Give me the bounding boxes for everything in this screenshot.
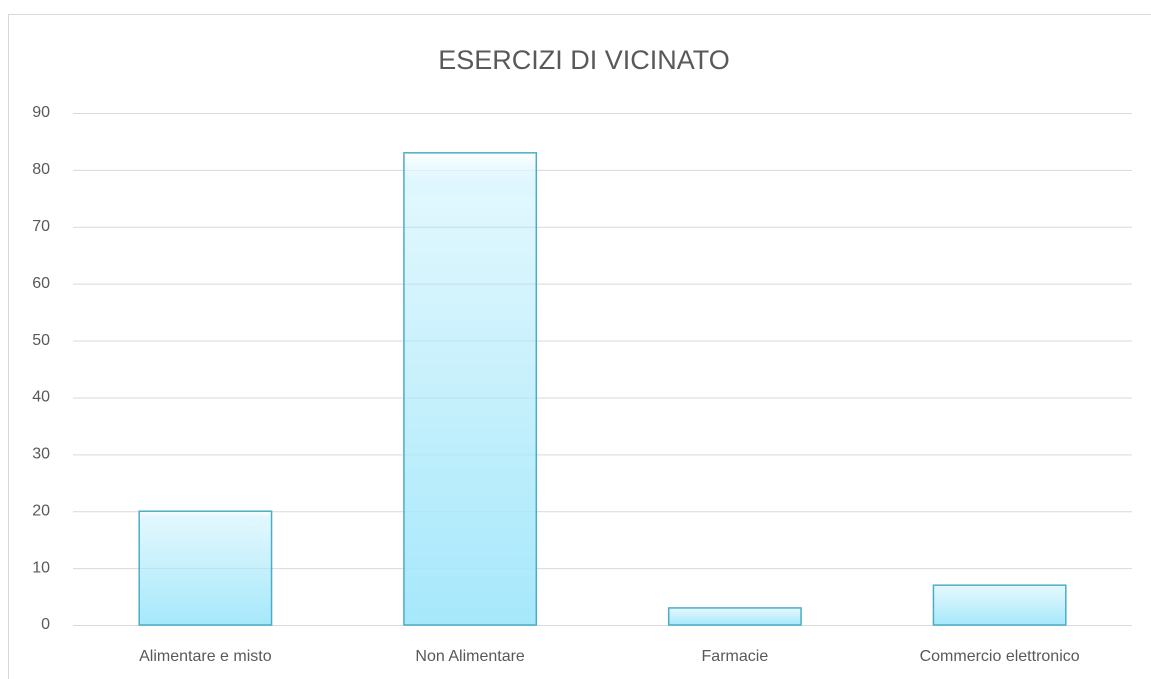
chart-frame bbox=[8, 14, 1151, 679]
x-tick-label: Farmacie bbox=[702, 648, 769, 665]
bar bbox=[403, 152, 538, 626]
x-tick-label: Commercio elettronico bbox=[920, 648, 1080, 665]
x-tick-label: Non Alimentare bbox=[415, 648, 524, 665]
y-tick-label: 30 bbox=[32, 446, 50, 463]
y-tick-label: 40 bbox=[32, 389, 50, 406]
y-tick-label: 10 bbox=[32, 559, 50, 576]
bar bbox=[138, 510, 273, 626]
y-tick-label: 0 bbox=[41, 616, 50, 633]
y-tick-label: 90 bbox=[32, 104, 50, 121]
x-tick-label: Alimentare e misto bbox=[139, 648, 272, 665]
y-tick-label: 50 bbox=[32, 332, 50, 349]
y-tick-label: 20 bbox=[32, 502, 50, 519]
y-tick-label: 70 bbox=[32, 218, 50, 235]
bar bbox=[667, 607, 802, 626]
y-tick-label: 60 bbox=[32, 275, 50, 292]
bar bbox=[932, 584, 1067, 626]
chart-title: ESERCIZI DI VICINATO bbox=[438, 45, 730, 75]
y-tick-label: 80 bbox=[32, 161, 50, 178]
